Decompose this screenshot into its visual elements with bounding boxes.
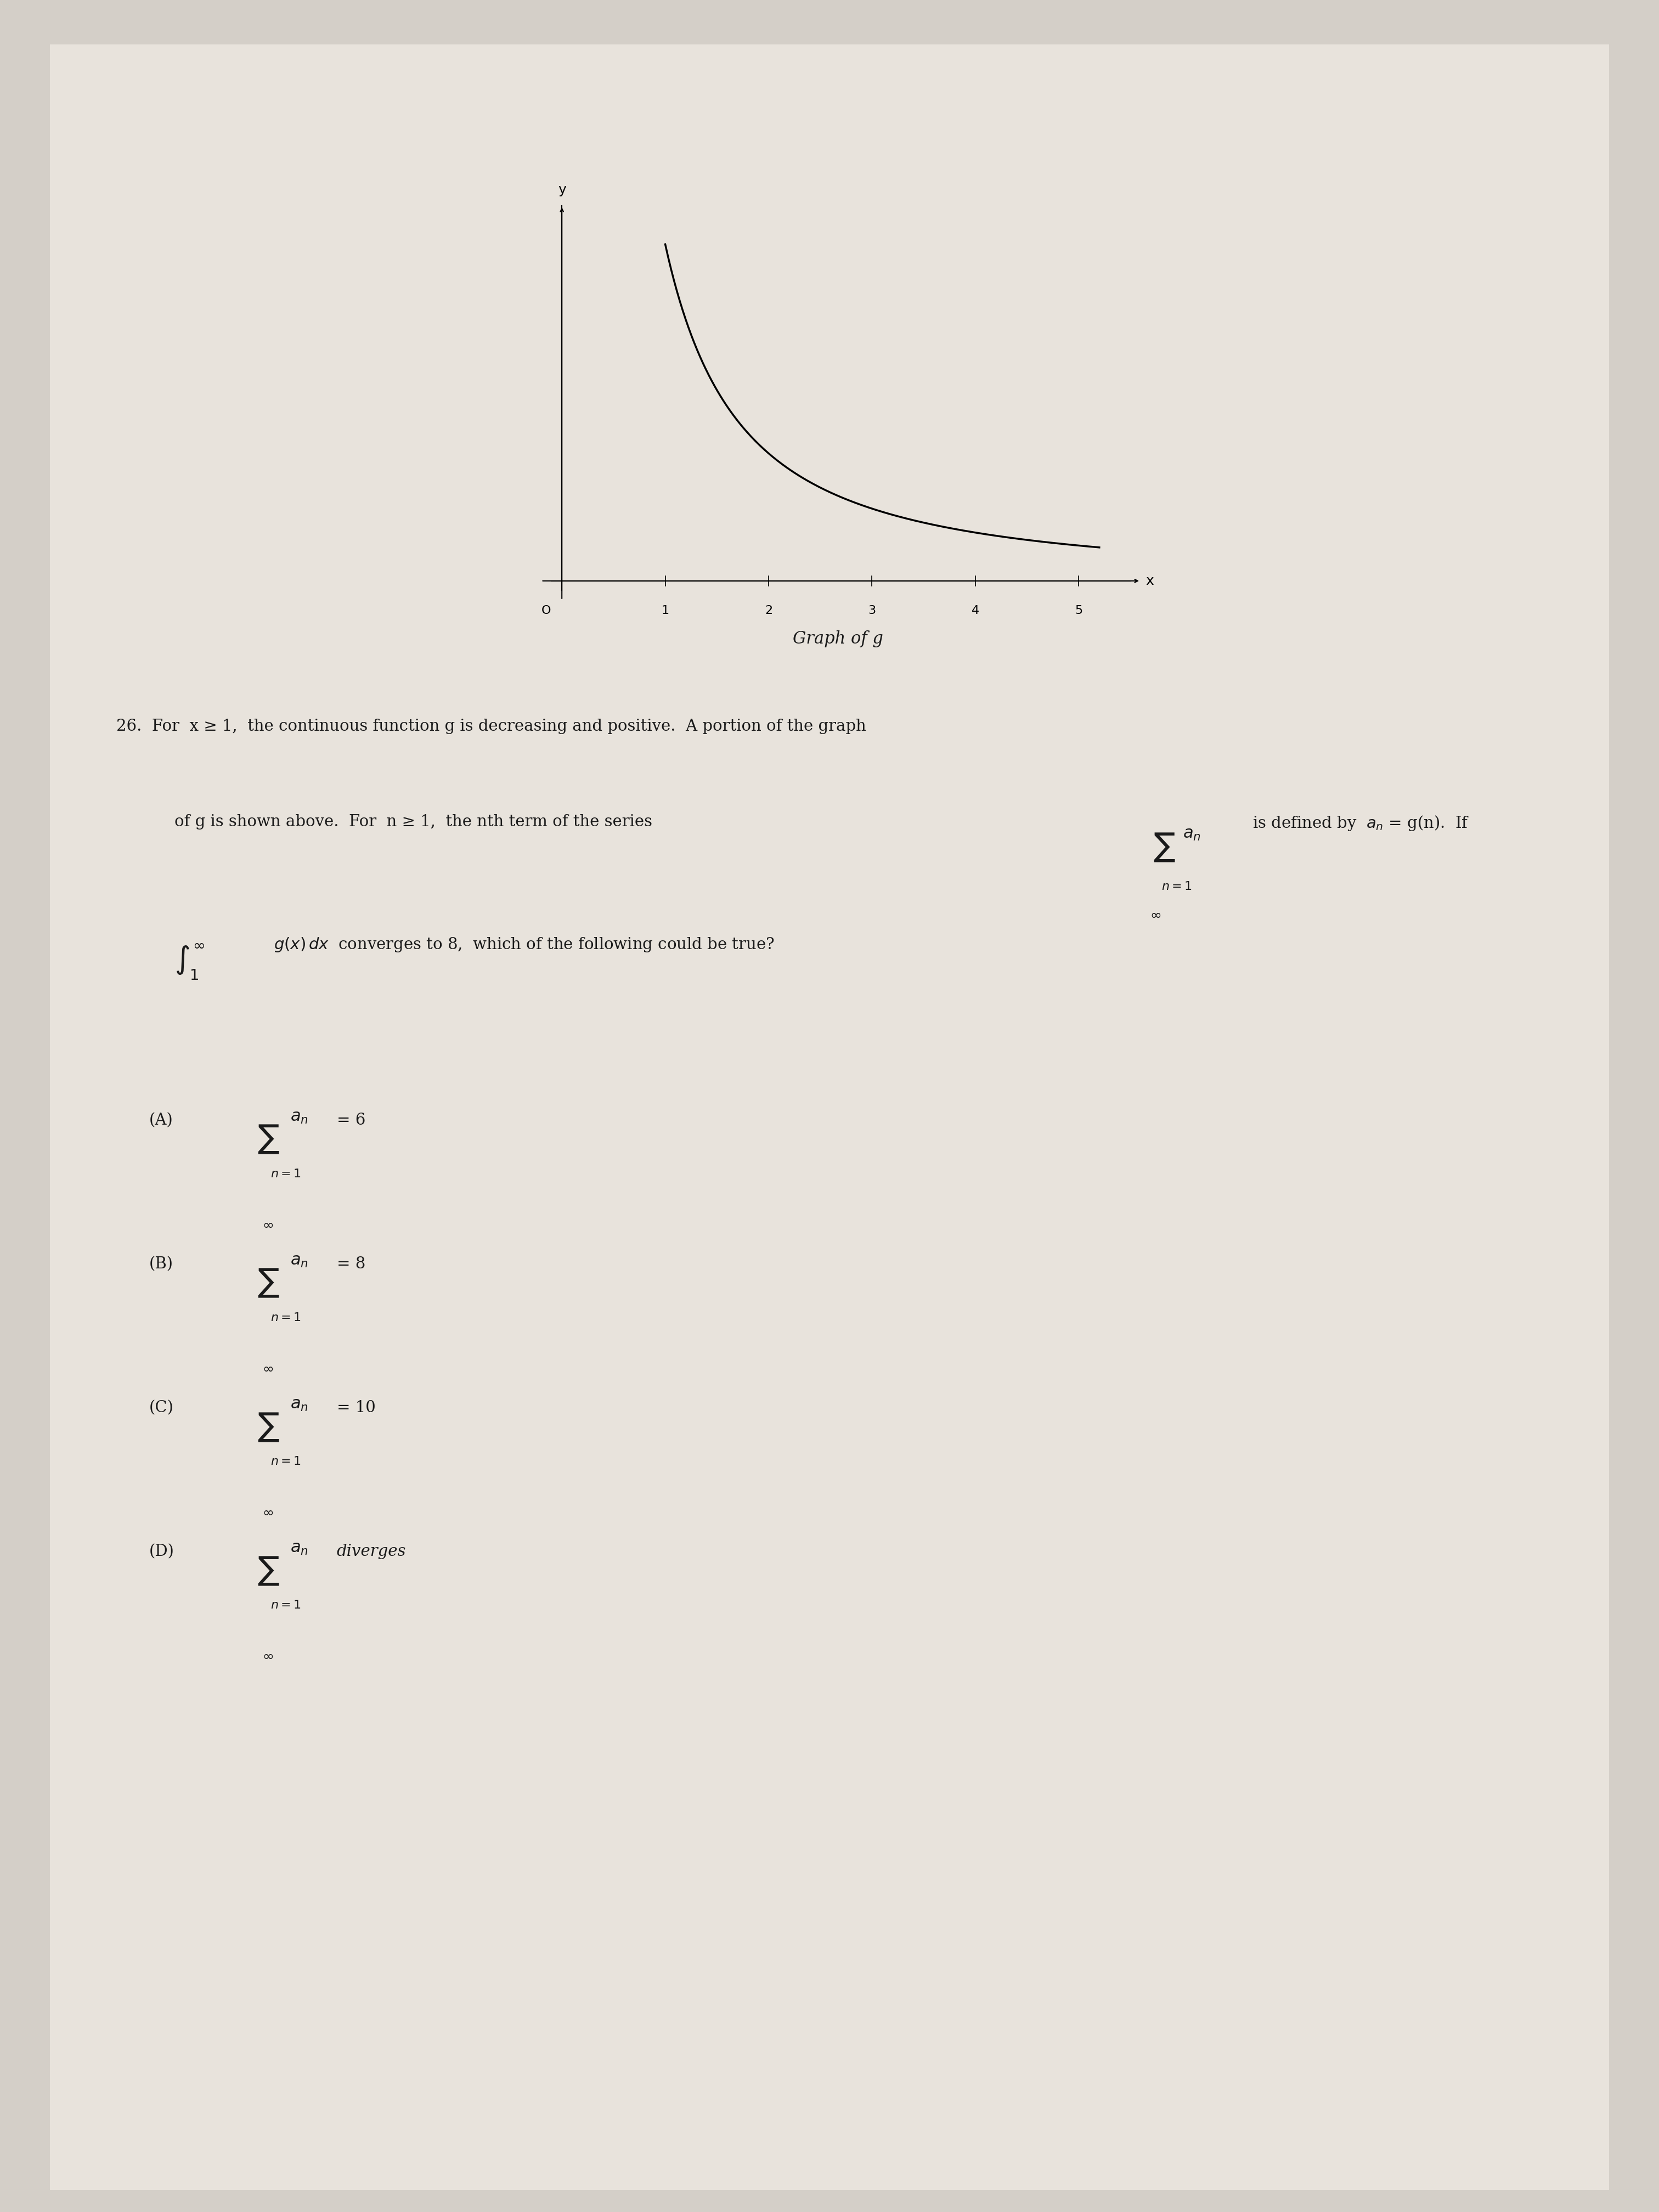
Text: $\infty$: $\infty$ xyxy=(262,1363,274,1376)
Text: $\infty$: $\infty$ xyxy=(262,1219,274,1232)
Text: 5: 5 xyxy=(1075,604,1083,615)
Text: $n=1$: $n=1$ xyxy=(270,1168,300,1179)
Text: 26.  For  x ≥ 1,  the continuous function g is decreasing and positive.  A porti: 26. For x ≥ 1, the continuous function g… xyxy=(116,719,866,734)
Text: (D): (D) xyxy=(149,1544,174,1559)
Text: $\infty$: $\infty$ xyxy=(262,1506,274,1520)
Text: Graph of g: Graph of g xyxy=(793,630,883,648)
Text: $a_n$: $a_n$ xyxy=(290,1252,309,1270)
Text: (B): (B) xyxy=(149,1256,174,1272)
FancyBboxPatch shape xyxy=(50,44,1609,2190)
Text: $\sum$: $\sum$ xyxy=(257,1267,279,1298)
Text: of g is shown above.  For  n ≥ 1,  the nth term of the series: of g is shown above. For n ≥ 1, the nth … xyxy=(174,814,652,830)
Text: (A): (A) xyxy=(149,1113,173,1128)
Text: $\sum$: $\sum$ xyxy=(257,1411,279,1442)
Text: $n=1$: $n=1$ xyxy=(270,1599,300,1610)
Text: is defined by  $a_n$ = g(n).  If: is defined by $a_n$ = g(n). If xyxy=(1253,814,1470,832)
Text: 1: 1 xyxy=(662,604,669,615)
Text: $a_n$: $a_n$ xyxy=(290,1396,309,1413)
Text: $\sum$: $\sum$ xyxy=(1153,832,1175,863)
Text: $n=1$: $n=1$ xyxy=(270,1455,300,1467)
Text: = 8: = 8 xyxy=(337,1256,365,1272)
Text: $n=1$: $n=1$ xyxy=(270,1312,300,1323)
Text: $n=1$: $n=1$ xyxy=(1161,880,1191,891)
Text: y: y xyxy=(557,184,566,197)
Text: $\infty$: $\infty$ xyxy=(262,1650,274,1663)
Text: x: x xyxy=(1146,575,1155,588)
Text: $g(x)\,dx$  converges to 8,  which of the following could be true?: $g(x)\,dx$ converges to 8, which of the … xyxy=(274,936,775,953)
Text: diverges: diverges xyxy=(337,1544,406,1559)
Text: $\sum$: $\sum$ xyxy=(257,1124,279,1155)
Text: 2: 2 xyxy=(765,604,773,615)
Text: 4: 4 xyxy=(972,604,979,615)
Text: $a_n$: $a_n$ xyxy=(290,1108,309,1126)
Text: O: O xyxy=(541,604,551,615)
Text: $a_n$: $a_n$ xyxy=(290,1540,309,1557)
Text: = 6: = 6 xyxy=(337,1113,365,1128)
Text: (C): (C) xyxy=(149,1400,174,1416)
Text: 3: 3 xyxy=(868,604,876,615)
Text: $\infty$: $\infty$ xyxy=(1150,909,1161,922)
Text: $\int_1^{\infty}$: $\int_1^{\infty}$ xyxy=(174,942,204,982)
Text: $\sum$: $\sum$ xyxy=(257,1555,279,1586)
Text: $a_n$: $a_n$ xyxy=(1183,825,1201,843)
Text: = 10: = 10 xyxy=(337,1400,375,1416)
